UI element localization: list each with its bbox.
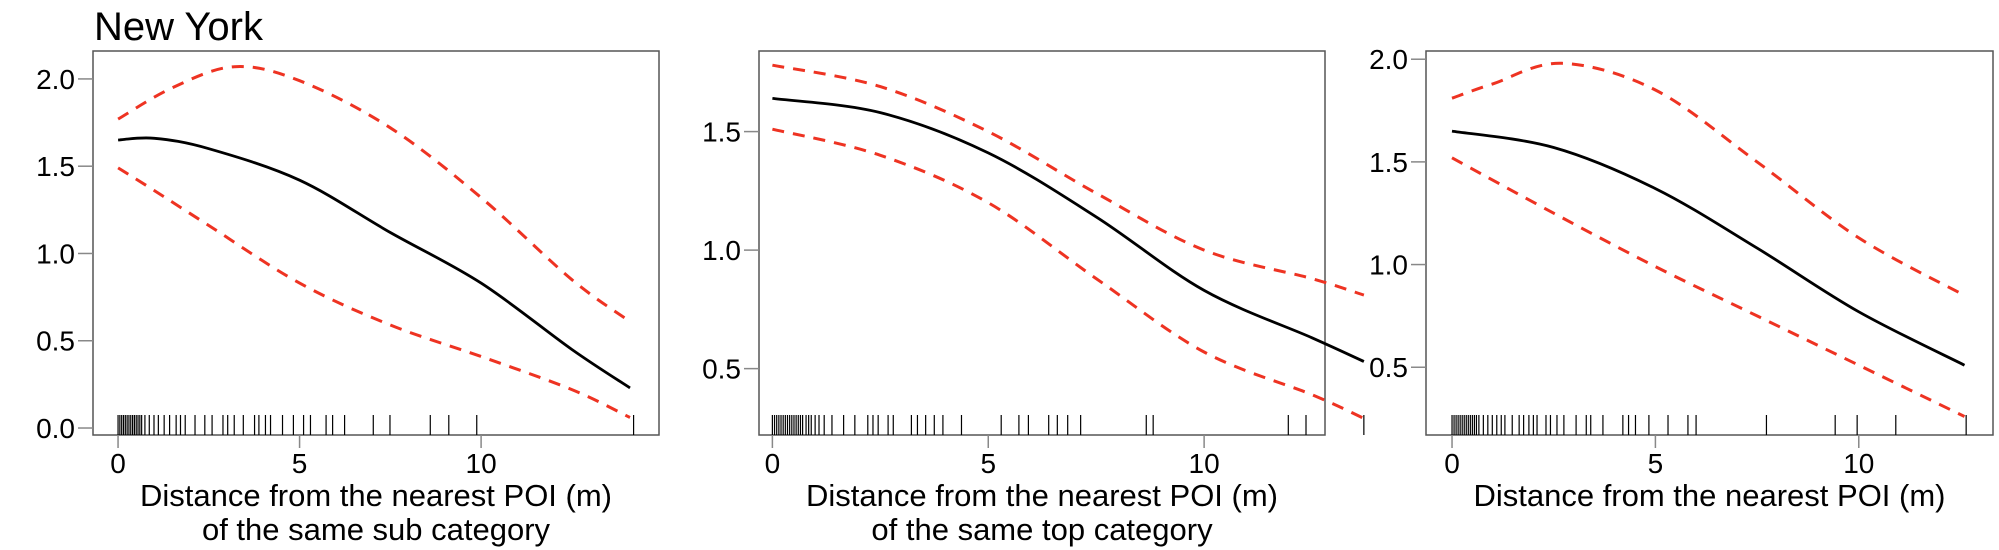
y-tick-label: 0.5	[1369, 352, 1408, 383]
plot-frame	[1425, 50, 1994, 436]
lower-curve	[117, 166, 631, 419]
y-tick-label: 2.0	[1369, 44, 1408, 75]
plot-frame	[92, 50, 660, 436]
x-tick-label: 0	[1444, 448, 1460, 479]
fit-curve	[1451, 129, 1966, 367]
x-tick-label: 10	[1189, 448, 1220, 479]
y-tick-label: 1.5	[702, 117, 741, 148]
x-axis-label: of the same sub category	[202, 512, 551, 547]
lower-curve	[1451, 156, 1966, 418]
y-tick-label: 0.0	[36, 413, 75, 444]
y-tick-label: 0.5	[36, 326, 75, 357]
upper-curve	[1451, 61, 1966, 297]
x-axis-label: Distance from the nearest POI (m)	[140, 478, 612, 513]
lower-curve	[772, 127, 1365, 420]
y-tick-label: 2.0	[36, 64, 75, 95]
x-axis-label: of the same top category	[871, 512, 1213, 547]
y-tick-label: 0.5	[702, 354, 741, 385]
y-tick-label: 1.5	[36, 151, 75, 182]
x-axis-label: Distance from the nearest POI (m)	[1473, 478, 1945, 513]
x-tick-label: 10	[1843, 448, 1874, 479]
x-tick-label: 10	[466, 448, 497, 479]
y-tick-label: 1.0	[1369, 250, 1408, 281]
y-tick-label: 1.0	[36, 238, 75, 269]
upper-curve	[772, 63, 1365, 297]
x-axis-label: Distance from the nearest POI (m)	[806, 478, 1278, 513]
x-tick-label: 5	[980, 448, 996, 479]
x-tick-label: 5	[1648, 448, 1664, 479]
upper-curve	[117, 65, 631, 323]
fit-curve	[118, 136, 631, 390]
figure-title: New York	[94, 5, 264, 49]
x-tick-label: 5	[292, 448, 308, 479]
x-tick-label: 0	[110, 448, 126, 479]
y-tick-label: 1.0	[702, 235, 741, 266]
plot-frame	[758, 50, 1326, 436]
x-tick-label: 0	[765, 448, 781, 479]
y-tick-label: 1.5	[1369, 147, 1408, 178]
fit-curve	[772, 97, 1365, 363]
